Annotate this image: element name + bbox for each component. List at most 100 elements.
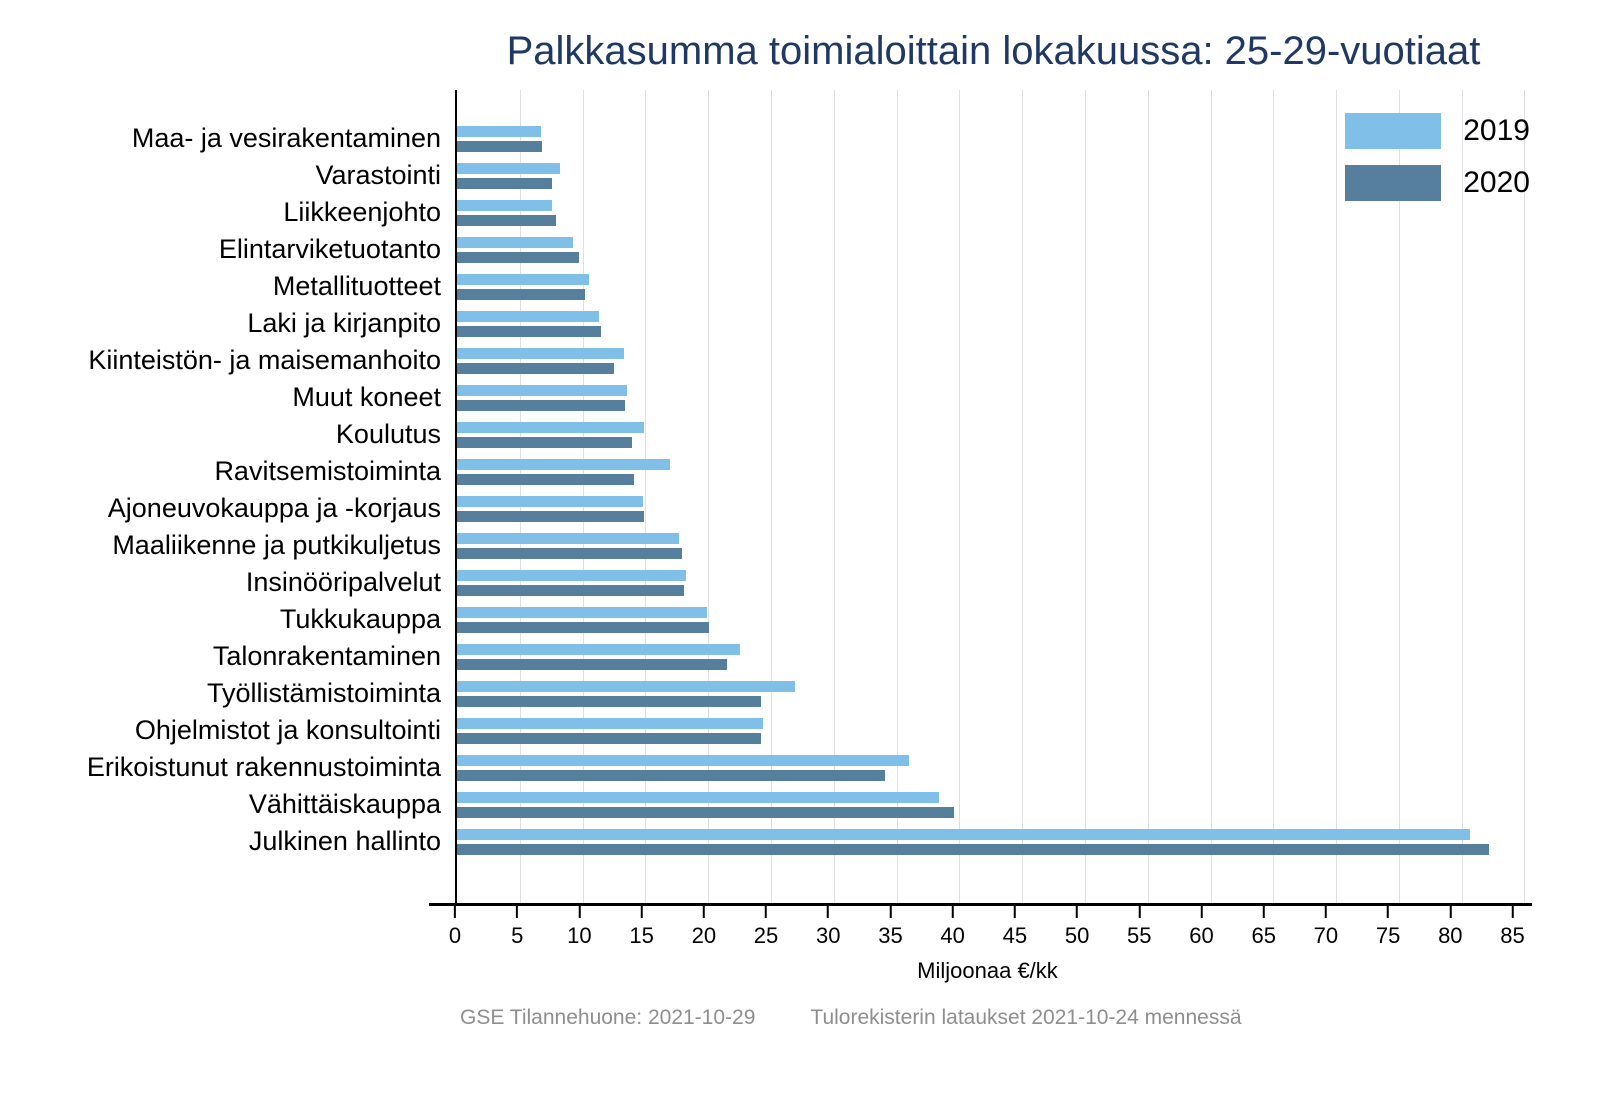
y-axis-labels: Maa- ja vesirakentaminen Varastointi Liikk… (0, 90, 455, 906)
legend: 2019 2020 (1345, 113, 1530, 201)
category-label: Ajoneuvokauppa ja -korjaus (107, 493, 441, 523)
x-tick: 25 (754, 906, 778, 949)
bar-2020 (457, 510, 645, 522)
gridline (1147, 90, 1149, 903)
x-tick: 65 (1251, 906, 1276, 949)
x-tick: 35 (878, 906, 903, 949)
gridline (1022, 90, 1024, 903)
x-tick-mark (1262, 906, 1265, 918)
x-tick-mark (889, 906, 892, 918)
x-tick-label: 10 (567, 923, 592, 948)
bar-2019 (457, 828, 1471, 840)
x-tick-mark (827, 906, 830, 918)
bar-row (457, 638, 1532, 675)
gridline (1273, 90, 1275, 903)
legend-item-2019: 2019 (1345, 113, 1530, 149)
x-tick-label: 55 (1127, 923, 1152, 948)
x-tick: 0 (449, 906, 461, 949)
footer-source-left: GSE Tilannehuone: 2021-10-29 (460, 1006, 756, 1029)
chart-title: Palkkasumma toimialoittain lokakuussa: 2… (506, 29, 1481, 73)
gridline (833, 90, 835, 903)
gridline (1524, 90, 1526, 903)
x-tick: 80 (1438, 906, 1463, 949)
bar-row (457, 823, 1532, 860)
bars-container (457, 90, 1532, 903)
legend-label: 2020 (1463, 166, 1530, 199)
x-tick-label: 35 (878, 923, 903, 948)
x-tick: 55 (1127, 906, 1152, 949)
category-label: Koulutus (335, 419, 441, 449)
gridlines (457, 90, 1532, 903)
legend-swatch (1345, 165, 1442, 201)
category-label: Insinööripalvelut (245, 567, 441, 597)
legend-swatch (1345, 113, 1442, 149)
gridline (1210, 90, 1212, 903)
bar-2020 (457, 473, 635, 485)
x-axis-title: Miljoonaa €/kk (917, 958, 1058, 983)
x-tick: 60 (1189, 906, 1214, 949)
category-label: Laki ja kirjanpito (247, 308, 441, 338)
gridline (959, 90, 961, 903)
footer: GSE Tilannehuone: 2021-10-29 Tulorekiste… (460, 1006, 1600, 1030)
bar-row (457, 490, 1532, 527)
bar-2019 (457, 606, 707, 618)
bar-2019 (457, 162, 560, 174)
x-tick-label: 25 (753, 923, 779, 948)
x-tick: 45 (1003, 906, 1027, 949)
x-tick-mark (702, 906, 705, 918)
x-tick-label: 50 (1064, 923, 1090, 948)
bar-2019 (457, 236, 573, 248)
gridline (1398, 90, 1400, 903)
bar-2020 (457, 251, 579, 263)
bar-2020 (457, 584, 685, 596)
bar-row (457, 305, 1532, 342)
x-tick: 50 (1065, 906, 1089, 949)
category-label: Liikkeenjohto (283, 197, 441, 227)
x-tick-label: 30 (815, 923, 841, 948)
gridline (1084, 90, 1086, 903)
bar-2019 (457, 310, 599, 322)
x-tick-mark (578, 906, 581, 918)
bar-2020 (457, 695, 761, 707)
x-tick: 85 (1500, 906, 1525, 949)
bar-2020 (457, 140, 543, 152)
x-tick-mark (1387, 906, 1390, 918)
category-label: Metallituotteet (272, 271, 441, 301)
bar-row (457, 342, 1532, 379)
bar-row (457, 416, 1532, 453)
plot-area: 2019 2020 (429, 90, 1532, 906)
bar-2020 (457, 362, 614, 374)
bar-2020 (457, 547, 682, 559)
x-tick-mark (1449, 906, 1452, 918)
x-tick-label: 15 (629, 923, 654, 948)
category-label: Työllistämistoiminta (206, 678, 441, 708)
x-tick-label: 80 (1438, 923, 1463, 948)
gridline (645, 90, 647, 903)
bar-2020 (457, 658, 727, 670)
bar-2020 (457, 399, 626, 411)
bar-row (457, 601, 1532, 638)
x-tick-label: 45 (1002, 923, 1028, 948)
bar-2020 (457, 843, 1490, 855)
bar-2020 (457, 769, 886, 781)
bar-2020 (457, 325, 602, 337)
category-label: Maa- ja vesirakentaminen (131, 123, 441, 153)
x-tick-mark (516, 906, 519, 918)
bar-row (457, 157, 1532, 194)
bar-row (457, 786, 1532, 823)
bar-2019 (457, 532, 680, 544)
x-tick-mark (454, 906, 456, 918)
bar-2019 (457, 643, 740, 655)
bar-2020 (457, 621, 710, 633)
footer-source-right: Tulorekisterin lataukset 2021-10-24 menn… (810, 1006, 1242, 1029)
category-label: Maaliikenne ja putkikuljetus (112, 530, 441, 560)
bar-2019 (457, 754, 910, 766)
gridline (1461, 90, 1463, 903)
bar-2019 (457, 458, 671, 470)
legend-label: 2019 (1463, 114, 1530, 147)
bar-row (457, 194, 1532, 231)
bar-row (457, 749, 1532, 786)
bar-2020 (457, 177, 553, 189)
x-tick-label: 0 (448, 923, 462, 948)
x-tick: 15 (629, 906, 654, 949)
